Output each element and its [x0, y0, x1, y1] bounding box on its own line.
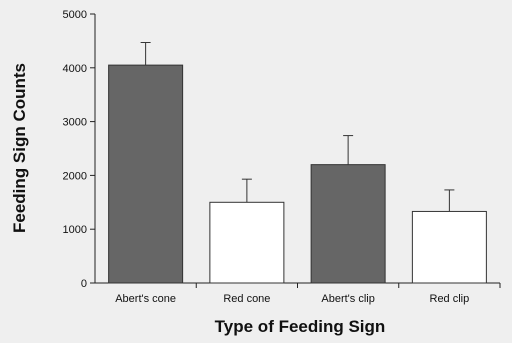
y-tick-label: 4000 — [63, 63, 87, 75]
x-tick-label: Abert's clip — [321, 293, 374, 305]
plot-area: 0 1000 2000 3000 4000 5000 Abert's cone Red con… — [63, 9, 501, 305]
y-tick-label: 3000 — [63, 117, 87, 129]
x-tick-label: Red cone — [223, 293, 270, 305]
y-axis-title: Feeding Sign Counts — [10, 63, 29, 233]
y-tick-label: 5000 — [63, 9, 87, 21]
bar — [209, 201, 285, 284]
y-tick-label: 2000 — [63, 170, 87, 182]
x-tick-label: Red clip — [430, 293, 470, 305]
y-tick-label: 1000 — [63, 224, 87, 236]
bar — [411, 210, 487, 284]
bar — [108, 64, 184, 284]
x-tick-label: Abert's cone — [115, 293, 176, 305]
bar — [310, 164, 386, 284]
y-tick-label: 0 — [81, 278, 87, 290]
x-axis-title: Type of Feeding Sign — [215, 317, 386, 336]
